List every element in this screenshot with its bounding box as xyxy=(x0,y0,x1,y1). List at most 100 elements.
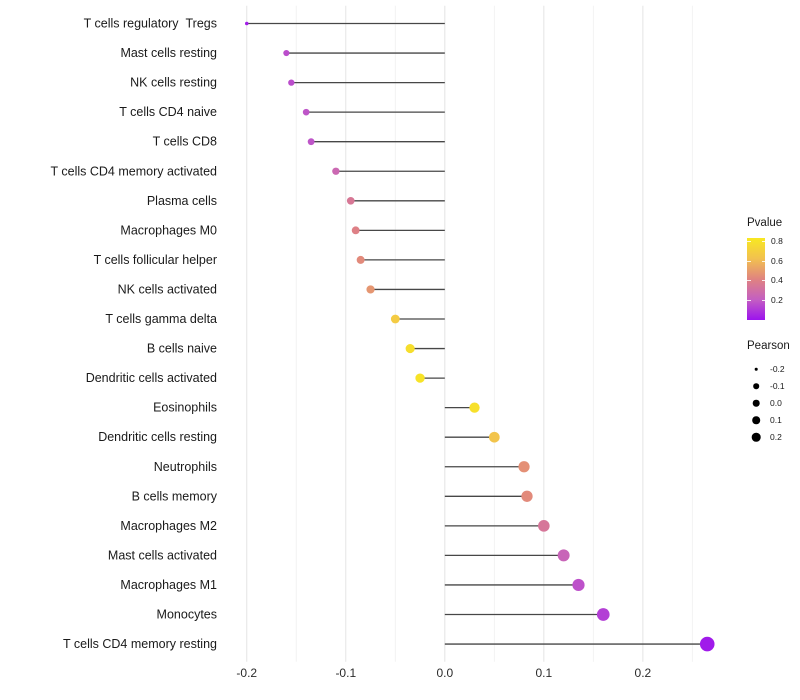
pvalue-tick-mark xyxy=(761,240,765,243)
row-label: T cells regulatory Tregs xyxy=(84,17,217,31)
pearson-size-label: -0.1 xyxy=(770,380,785,391)
pearson-size-dot xyxy=(752,416,760,424)
row-label: NK cells resting xyxy=(130,76,217,90)
pearson-size-label: -0.2 xyxy=(770,363,785,374)
lollipop-dot xyxy=(415,373,425,383)
lollipop-dot xyxy=(518,461,530,473)
lollipop-row: Plasma cells xyxy=(147,194,445,208)
row-label: Mast cells activated xyxy=(108,548,217,562)
row-label: Dendritic cells resting xyxy=(98,430,217,444)
pvalue-tick-mark xyxy=(761,280,765,282)
lollipop-row: Macrophages M1 xyxy=(120,578,585,592)
lollipop-dot xyxy=(351,226,360,235)
pearson-size-dot xyxy=(754,367,758,371)
lollipop-row: Monocytes xyxy=(157,608,610,622)
lollipop-row: T cells CD4 naive xyxy=(119,105,445,119)
row-label: T cells CD4 memory resting xyxy=(63,637,217,651)
pearson-legend-item: 0.1 xyxy=(747,412,800,429)
row-label: B cells memory xyxy=(132,489,218,503)
pvalue-tick-label: 0.2 xyxy=(771,294,783,305)
row-label: Dendritic cells activated xyxy=(86,371,217,385)
pvalue-tick-mark xyxy=(761,260,765,262)
x-tick-label: 0.0 xyxy=(436,666,453,680)
lollipop-row: T cells CD8 xyxy=(153,135,445,149)
lollipop-dot xyxy=(283,49,290,57)
lollipop-row: Neutrophils xyxy=(154,460,530,474)
lollipop-row: T cells follicular helper xyxy=(94,253,445,267)
row-label: NK cells activated xyxy=(118,282,217,296)
pvalue-tick-label: 0.6 xyxy=(771,255,783,266)
lollipop-dot xyxy=(405,343,415,354)
lollipop-row: NK cells activated xyxy=(118,282,445,296)
x-tick-label: 0.1 xyxy=(535,666,552,680)
lollipop-row: T cells CD4 memory resting xyxy=(63,636,715,652)
row-label: Macrophages M0 xyxy=(120,223,217,237)
pearson-legend-title: Pearson xyxy=(747,340,790,352)
pearson-legend-item: -0.2 xyxy=(747,361,800,378)
lollipop-dot xyxy=(356,255,365,264)
lollipop-row: T cells gamma delta xyxy=(105,312,445,326)
row-label: Plasma cells xyxy=(147,194,217,208)
lollipop-row: Dendritic cells activated xyxy=(86,371,445,385)
x-axis: -0.2 -0.1 0.0 0.1 0.2 xyxy=(236,666,651,680)
x-tick-label: -0.1 xyxy=(335,666,356,680)
lollipop-dot xyxy=(390,314,400,324)
pearson-legend-item: -0.1 xyxy=(747,378,800,395)
lollipop-row: Dendritic cells resting xyxy=(98,430,500,444)
pearson-size-label: 0.1 xyxy=(770,414,782,425)
pearson-legend-item: 0.0 xyxy=(747,395,800,412)
lollipop-dot xyxy=(332,167,340,175)
lollipop-dot xyxy=(557,549,570,562)
row-label: Macrophages M2 xyxy=(120,519,217,533)
row-label: T cells follicular helper xyxy=(94,253,217,267)
pvalue-tick-mark xyxy=(747,280,751,282)
x-tick-label: -0.2 xyxy=(236,666,257,680)
x-tick-label: 0.2 xyxy=(635,666,652,680)
lollipop-dot xyxy=(307,138,315,146)
row-label: Macrophages M1 xyxy=(120,578,217,592)
pearson-size-label: 0.2 xyxy=(770,431,782,442)
row-label: Neutrophils xyxy=(154,460,217,474)
lollipop-dot xyxy=(488,431,500,443)
pearson-size-dot xyxy=(752,399,760,407)
lollipop-dot xyxy=(572,578,585,592)
lollipop-dot xyxy=(521,490,533,502)
pearson-size-dot xyxy=(751,432,761,442)
lollipop-dot xyxy=(366,285,375,294)
lollipop-row: NK cells resting xyxy=(130,76,445,90)
pvalue-tick-label: 0.4 xyxy=(771,274,783,285)
pvalue-legend: Pvalue 0.8 0.6 0.4 0.2 xyxy=(747,217,800,320)
row-label: T cells CD4 naive xyxy=(119,105,217,119)
lollipop-row: Macrophages M2 xyxy=(120,519,550,533)
pvalue-legend-title: Pvalue xyxy=(747,217,783,229)
lollipop-row: Macrophages M0 xyxy=(120,223,445,237)
row-label: T cells CD8 xyxy=(153,135,217,149)
pearson-legend: Pearson -0.2 -0.1 0.0 0.1 0.2 xyxy=(747,340,800,446)
lollipop-row: Mast cells resting xyxy=(120,46,445,60)
pearson-legend-item: 0.2 xyxy=(747,429,800,446)
lollipop-dot xyxy=(538,520,550,532)
row-label: Mast cells resting xyxy=(120,46,217,60)
lollipop-dot xyxy=(288,79,295,86)
lollipop-dot xyxy=(699,636,715,652)
lollipop-dot xyxy=(302,108,310,116)
lollipop-row: T cells CD4 memory activated xyxy=(51,164,445,178)
pvalue-tick-mark xyxy=(747,240,751,243)
pvalue-tick-mark xyxy=(747,260,751,262)
row-label: Monocytes xyxy=(157,608,217,622)
pvalue-gradient-bar xyxy=(747,237,765,320)
lollipop-dot xyxy=(596,608,610,621)
pvalue-tick-label: 0.8 xyxy=(771,235,783,246)
lollipop-dot xyxy=(244,21,249,26)
lollipop-dot xyxy=(346,196,355,205)
lollipop-dot xyxy=(469,402,480,413)
row-label: Eosinophils xyxy=(153,401,217,415)
lollipop-row: Mast cells activated xyxy=(108,548,570,562)
lollipop-row: B cells memory xyxy=(132,489,533,503)
grid-lines xyxy=(246,5,693,662)
pearson-size-dot xyxy=(753,383,759,389)
pvalue-tick-mark xyxy=(747,299,751,302)
lollipop-row: Eosinophils xyxy=(153,401,480,415)
